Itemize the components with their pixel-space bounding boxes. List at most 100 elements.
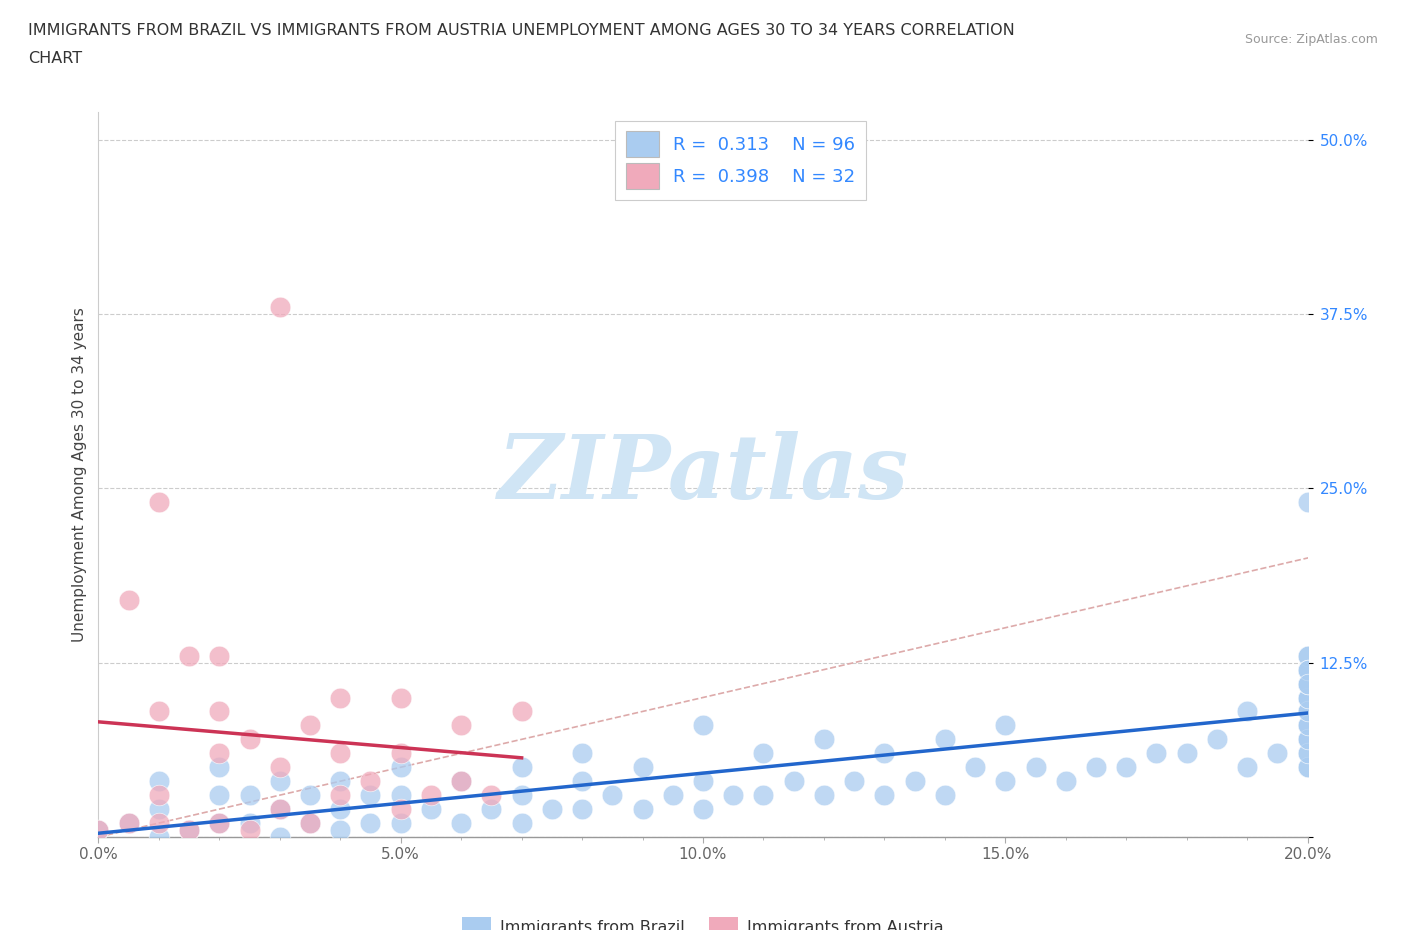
Point — [1296, 662, 1319, 677]
Point — [1296, 718, 1319, 733]
Point — [389, 746, 412, 761]
Point — [1115, 760, 1137, 775]
Point — [450, 774, 472, 789]
Point — [1296, 662, 1319, 677]
Point — [510, 704, 533, 719]
Point — [1296, 760, 1319, 775]
Point — [360, 816, 382, 830]
Point — [661, 788, 683, 803]
Point — [269, 802, 291, 817]
Point — [269, 830, 291, 844]
Point — [389, 690, 412, 705]
Point — [360, 774, 382, 789]
Point — [389, 816, 412, 830]
Point — [602, 788, 624, 803]
Point — [873, 746, 896, 761]
Point — [450, 774, 472, 789]
Point — [148, 830, 170, 844]
Point — [1296, 690, 1319, 705]
Point — [148, 816, 170, 830]
Point — [571, 746, 593, 761]
Point — [844, 774, 866, 789]
Point — [329, 823, 352, 838]
Point — [148, 788, 170, 803]
Point — [239, 816, 262, 830]
Point — [269, 760, 291, 775]
Point — [1054, 774, 1077, 789]
Point — [1296, 690, 1319, 705]
Point — [1296, 662, 1319, 677]
Point — [419, 788, 441, 803]
Point — [1296, 732, 1319, 747]
Point — [299, 788, 322, 803]
Point — [299, 816, 322, 830]
Point — [269, 774, 291, 789]
Point — [1265, 746, 1288, 761]
Point — [1206, 732, 1229, 747]
Point — [269, 299, 291, 314]
Point — [1296, 676, 1319, 691]
Point — [177, 823, 201, 838]
Point — [450, 718, 472, 733]
Point — [329, 774, 352, 789]
Point — [571, 802, 593, 817]
Y-axis label: Unemployment Among Ages 30 to 34 years: Unemployment Among Ages 30 to 34 years — [72, 307, 87, 642]
Point — [299, 718, 322, 733]
Point — [1296, 746, 1319, 761]
Point — [360, 788, 382, 803]
Point — [1236, 704, 1258, 719]
Point — [1296, 648, 1319, 663]
Point — [813, 732, 835, 747]
Point — [1296, 648, 1319, 663]
Point — [1296, 746, 1319, 761]
Point — [329, 788, 352, 803]
Point — [1175, 746, 1198, 761]
Point — [510, 760, 533, 775]
Point — [148, 704, 170, 719]
Point — [510, 788, 533, 803]
Point — [994, 774, 1017, 789]
Point — [329, 746, 352, 761]
Point — [299, 816, 322, 830]
Point — [148, 802, 170, 817]
Point — [934, 788, 956, 803]
Point — [1296, 704, 1319, 719]
Point — [1024, 760, 1046, 775]
Point — [389, 788, 412, 803]
Point — [87, 823, 110, 838]
Point — [1296, 704, 1319, 719]
Point — [208, 704, 231, 719]
Legend: Immigrants from Brazil, Immigrants from Austria: Immigrants from Brazil, Immigrants from … — [456, 910, 950, 930]
Point — [1085, 760, 1108, 775]
Point — [208, 648, 231, 663]
Point — [208, 760, 231, 775]
Point — [329, 690, 352, 705]
Point — [329, 802, 352, 817]
Point — [208, 746, 231, 761]
Point — [481, 802, 503, 817]
Point — [87, 823, 110, 838]
Point — [1296, 662, 1319, 677]
Point — [934, 732, 956, 747]
Point — [1296, 676, 1319, 691]
Point — [752, 788, 775, 803]
Point — [1296, 676, 1319, 691]
Point — [389, 760, 412, 775]
Point — [239, 788, 262, 803]
Point — [1296, 690, 1319, 705]
Point — [510, 816, 533, 830]
Point — [692, 718, 714, 733]
Point — [571, 774, 593, 789]
Point — [1296, 704, 1319, 719]
Point — [269, 802, 291, 817]
Point — [208, 816, 231, 830]
Point — [752, 746, 775, 761]
Point — [1296, 662, 1319, 677]
Point — [1296, 718, 1319, 733]
Point — [873, 788, 896, 803]
Point — [692, 802, 714, 817]
Point — [904, 774, 927, 789]
Point — [1296, 718, 1319, 733]
Point — [148, 774, 170, 789]
Point — [813, 788, 835, 803]
